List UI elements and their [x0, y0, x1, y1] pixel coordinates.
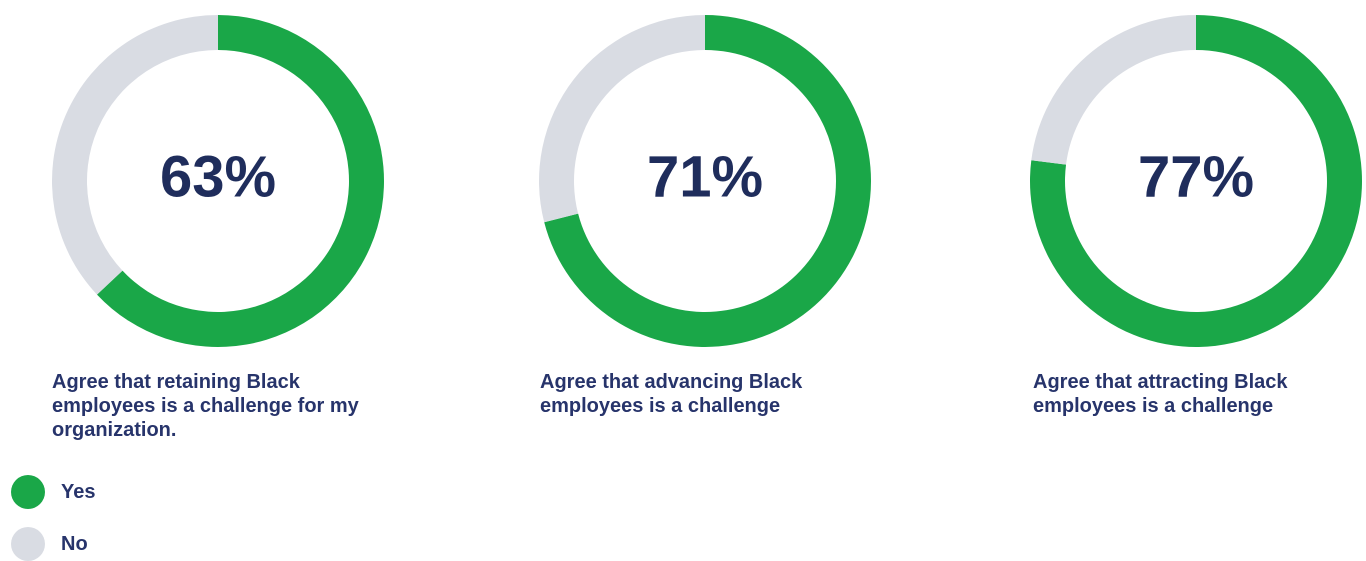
legend-swatch: [11, 475, 45, 509]
legend-label: Yes: [61, 480, 96, 503]
legend-item: Yes: [11, 475, 95, 509]
donut-slice: [96, 15, 384, 347]
legend-label: No: [61, 532, 88, 555]
center-label: 77%: [1138, 144, 1254, 209]
caption: Agree that retaining Black employees is …: [52, 371, 359, 441]
caption: Agree that attracting Black employees is…: [1033, 371, 1288, 417]
donut-slice: [1031, 14, 1197, 165]
donut-slice: [51, 15, 218, 295]
center-label: 71%: [647, 144, 763, 209]
legend-item: No: [11, 527, 88, 561]
caption: Agree that advancing Black employees is …: [540, 371, 803, 417]
donut-slice: [539, 15, 705, 223]
legend-swatch: [11, 527, 45, 561]
center-label: 63%: [160, 144, 276, 209]
chart: 63% 71% 77%: [51, 14, 1362, 347]
